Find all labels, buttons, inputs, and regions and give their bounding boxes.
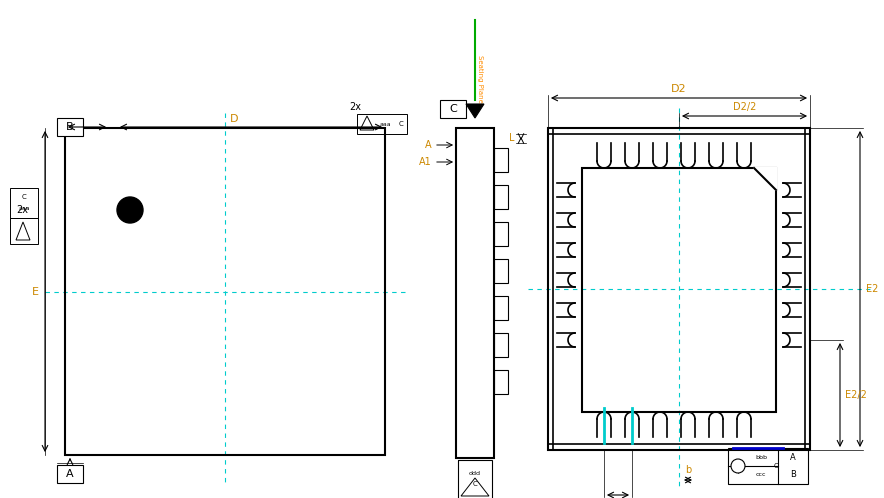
Text: D2: D2 — [671, 84, 687, 94]
Bar — [458, 460, 492, 498]
Text: ccc: ccc — [756, 472, 766, 477]
Text: C: C — [774, 463, 779, 469]
Bar — [456, 128, 494, 458]
Bar — [65, 128, 385, 455]
Text: b: b — [685, 465, 691, 475]
Text: C: C — [21, 194, 27, 200]
Bar — [582, 168, 776, 412]
Circle shape — [731, 459, 745, 473]
Bar — [494, 148, 508, 172]
Text: 2x: 2x — [16, 205, 28, 215]
Bar — [494, 259, 508, 283]
Bar — [494, 222, 508, 246]
Bar — [753, 167, 777, 191]
Polygon shape — [466, 104, 484, 118]
Bar — [494, 333, 508, 357]
Text: Seating Plane: Seating Plane — [477, 55, 483, 103]
Bar — [10, 188, 38, 218]
Text: E: E — [32, 286, 39, 296]
Text: A: A — [790, 453, 796, 462]
Bar — [548, 128, 810, 450]
Bar — [494, 370, 508, 394]
Text: A1: A1 — [419, 157, 432, 167]
Text: bbb: bbb — [755, 455, 767, 460]
Text: C: C — [473, 481, 477, 487]
Text: A: A — [66, 469, 73, 479]
Bar — [494, 296, 508, 320]
Text: 2x: 2x — [349, 102, 361, 112]
Bar — [57, 118, 83, 136]
Text: L: L — [508, 133, 514, 143]
Bar — [57, 465, 83, 483]
Text: A: A — [425, 140, 432, 150]
Bar — [728, 448, 808, 484]
Text: D2/2: D2/2 — [733, 102, 756, 112]
Text: B: B — [66, 122, 73, 132]
Text: B: B — [790, 470, 796, 479]
Text: C: C — [449, 104, 457, 114]
Text: aaa: aaa — [379, 122, 391, 126]
Circle shape — [117, 197, 143, 223]
Bar — [494, 185, 508, 209]
Text: E2: E2 — [866, 284, 879, 294]
Text: ddd: ddd — [469, 471, 481, 476]
Bar — [357, 114, 407, 134]
Text: aaa: aaa — [19, 206, 30, 211]
Text: C: C — [399, 121, 403, 127]
Bar — [10, 218, 38, 244]
Bar — [440, 100, 466, 118]
Text: D: D — [230, 114, 239, 124]
Text: E2/2: E2/2 — [845, 390, 867, 400]
